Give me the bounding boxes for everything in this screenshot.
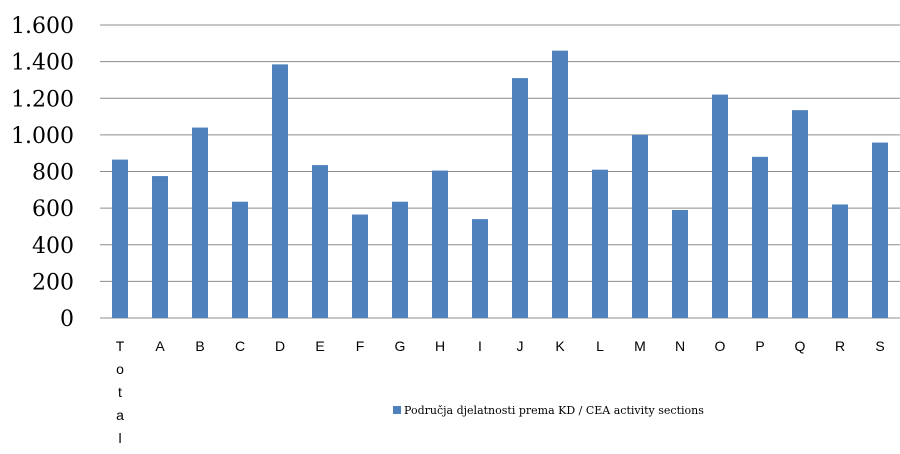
legend-label: Područja djelatnosti prema KD / CEA acti…	[404, 404, 704, 417]
bar-n	[672, 209, 688, 318]
bar-m	[632, 134, 648, 318]
x-tick-label: A	[155, 338, 165, 354]
x-tick-label: Q	[795, 338, 806, 354]
x-tick-label: C	[235, 338, 245, 354]
bar-i	[472, 219, 488, 318]
y-tick-label: 800	[32, 161, 74, 186]
bar-s	[872, 142, 888, 318]
grid-lines	[100, 24, 900, 319]
bar-d	[272, 64, 288, 318]
y-tick-label: 400	[32, 234, 74, 259]
x-tick-label: E	[315, 338, 324, 354]
y-tick-label: 1.400	[11, 51, 74, 76]
bar-o	[712, 94, 728, 319]
x-tick-label: J	[517, 338, 524, 354]
y-tick-label: 600	[32, 197, 74, 222]
y-tick-label: 1.200	[11, 87, 74, 112]
y-tick-label: 1.000	[11, 124, 74, 149]
x-tick-label: M	[634, 338, 646, 354]
bar-e	[312, 165, 328, 318]
x-tick-label: I	[478, 338, 482, 354]
bar-l	[592, 169, 608, 318]
bar-r	[832, 204, 848, 318]
x-tick-label: H	[435, 338, 445, 354]
bar-k	[552, 50, 568, 318]
x-tick-label: N	[675, 338, 685, 354]
bar-a	[152, 176, 168, 318]
y-tick-label: 200	[32, 270, 74, 295]
y-tick-label: 1.600	[11, 14, 74, 39]
bar-total	[112, 159, 128, 318]
y-axis-ticks: 0 200 400 600 800 1.000 1.200 1.400 1.600	[11, 14, 74, 332]
bar-f	[352, 214, 368, 318]
legend-swatch	[393, 406, 401, 414]
y-tick-label: 0	[60, 307, 74, 332]
x-tick-label: P	[755, 338, 764, 354]
x-tick-label: F	[356, 338, 365, 354]
x-tick-label: D	[275, 338, 285, 354]
bars	[112, 50, 888, 319]
bar-p	[752, 156, 768, 318]
bar-b	[192, 127, 208, 318]
x-tick-label: B	[195, 338, 204, 354]
x-tick-label: R	[835, 338, 845, 354]
bar-c	[232, 201, 248, 318]
bar-q	[792, 110, 808, 318]
x-tick-label: L	[596, 338, 604, 354]
x-tick-label: G	[395, 338, 406, 354]
x-tick-label: O	[715, 338, 726, 354]
x-tick-label: S	[875, 338, 884, 354]
x-tick-label: K	[555, 338, 565, 354]
bar-g	[392, 201, 408, 318]
bar-j	[512, 78, 528, 318]
legend: Područja djelatnosti prema KD / CEA acti…	[393, 404, 704, 417]
bar-h	[432, 170, 448, 318]
